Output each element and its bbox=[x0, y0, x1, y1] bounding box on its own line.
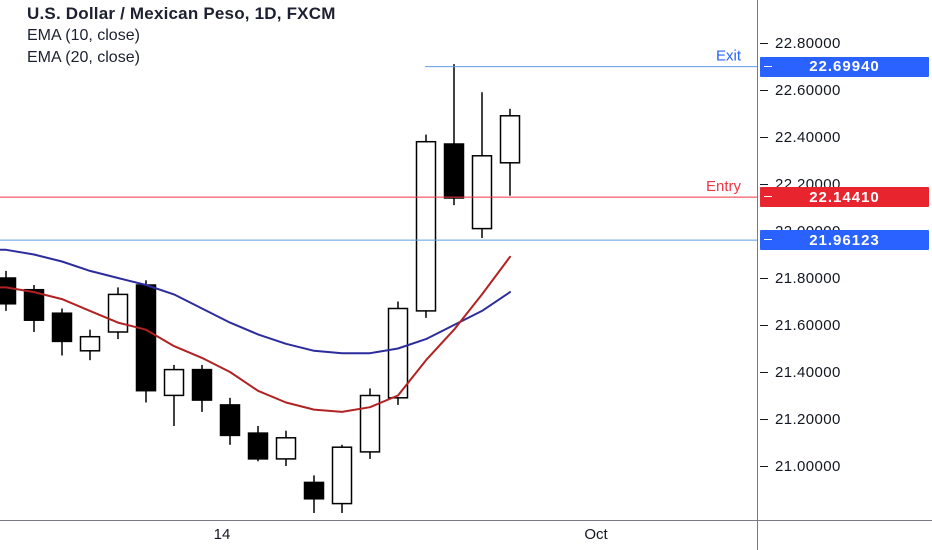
badge-tick-mark bbox=[764, 65, 772, 67]
price-tick: 22.40000 bbox=[760, 128, 841, 146]
time-axis-separator bbox=[0, 520, 932, 521]
badge-tick-mark bbox=[764, 239, 772, 241]
indicator-label-ema20[interactable]: EMA (20, close) bbox=[27, 49, 140, 66]
price-tick: 21.20000 bbox=[760, 410, 841, 428]
tick-mark bbox=[760, 324, 768, 326]
tick-mark bbox=[760, 465, 768, 467]
price-tick-label: 22.80000 bbox=[775, 34, 841, 52]
tick-mark bbox=[760, 371, 768, 373]
price-tick-label: 21.40000 bbox=[775, 363, 841, 381]
candle-bullish bbox=[107, 293, 129, 333]
candle-bullish bbox=[415, 140, 437, 312]
indicator-label-ema10[interactable]: EMA (10, close) bbox=[27, 27, 140, 44]
candle-bullish bbox=[163, 368, 185, 397]
price-tick: 22.80000 bbox=[760, 34, 841, 52]
candle-bullish bbox=[499, 115, 521, 164]
price-tick-label: 22.40000 bbox=[775, 128, 841, 146]
tick-mark bbox=[760, 136, 768, 138]
price-tick: 21.80000 bbox=[760, 269, 841, 287]
candle-bullish bbox=[79, 335, 101, 352]
tick-mark bbox=[760, 418, 768, 420]
time-label: Oct bbox=[584, 526, 608, 543]
tick-mark bbox=[760, 89, 768, 91]
price-tick: 21.40000 bbox=[760, 363, 841, 381]
candle-bearish bbox=[443, 143, 465, 199]
time-label: 14 bbox=[213, 526, 231, 543]
candle-bearish bbox=[303, 481, 325, 500]
price-badge: 22.14410 bbox=[760, 187, 929, 208]
level-label-exit: Exit bbox=[716, 48, 742, 65]
symbol-title[interactable]: U.S. Dollar / Mexican Peso, 1D, FXCM bbox=[27, 4, 336, 23]
price-tick: 21.60000 bbox=[760, 316, 841, 334]
tick-mark bbox=[760, 277, 768, 279]
level-label-entry: Entry bbox=[706, 178, 742, 195]
candle-bullish bbox=[387, 307, 409, 399]
price-tick-label: 21.60000 bbox=[775, 316, 841, 334]
time-axis[interactable]: 14 Oct bbox=[0, 521, 757, 550]
price-badge-value: 22.14410 bbox=[809, 188, 880, 206]
price-tick: 21.00000 bbox=[760, 457, 841, 475]
price-badge: 22.69940 bbox=[760, 56, 929, 77]
price-badge: 21.96123 bbox=[760, 230, 929, 251]
price-tick-label: 21.80000 bbox=[775, 269, 841, 287]
badge-tick-mark bbox=[764, 196, 772, 198]
candle-bearish bbox=[51, 312, 73, 343]
price-axis[interactable]: 22.8000022.6000022.4000022.2000022.00000… bbox=[758, 0, 932, 520]
tick-mark bbox=[760, 183, 768, 185]
candle-bullish bbox=[275, 437, 297, 460]
candle-bearish bbox=[23, 288, 45, 321]
price-tick: 22.60000 bbox=[760, 81, 841, 99]
ema20-line[interactable] bbox=[0, 248, 511, 355]
candle-bearish bbox=[191, 368, 213, 401]
chart-legend: U.S. Dollar / Mexican Peso, 1D, FXCM EMA… bbox=[27, 3, 336, 69]
candle-bearish bbox=[135, 284, 157, 392]
price-axis-separator bbox=[757, 0, 758, 550]
price-tick-label: 22.60000 bbox=[775, 81, 841, 99]
price-tick-label: 21.00000 bbox=[775, 457, 841, 475]
candle-bullish bbox=[471, 155, 493, 230]
candle-bullish bbox=[331, 446, 353, 505]
candle-bearish bbox=[247, 432, 269, 460]
price-badge-value: 22.69940 bbox=[809, 58, 880, 76]
candle-bullish bbox=[359, 394, 381, 453]
tick-mark bbox=[760, 42, 768, 44]
ema10-line[interactable] bbox=[0, 255, 511, 413]
candlestick-plot[interactable]: Exit Entry bbox=[0, 0, 757, 520]
candle-bearish bbox=[0, 277, 17, 305]
chart-plot-area[interactable]: Exit Entry U.S. Dollar / Mexican Peso, 1D… bbox=[0, 0, 757, 520]
price-badge-value: 21.96123 bbox=[809, 231, 880, 249]
price-tick-label: 21.20000 bbox=[775, 410, 841, 428]
candle-bearish bbox=[219, 404, 241, 437]
